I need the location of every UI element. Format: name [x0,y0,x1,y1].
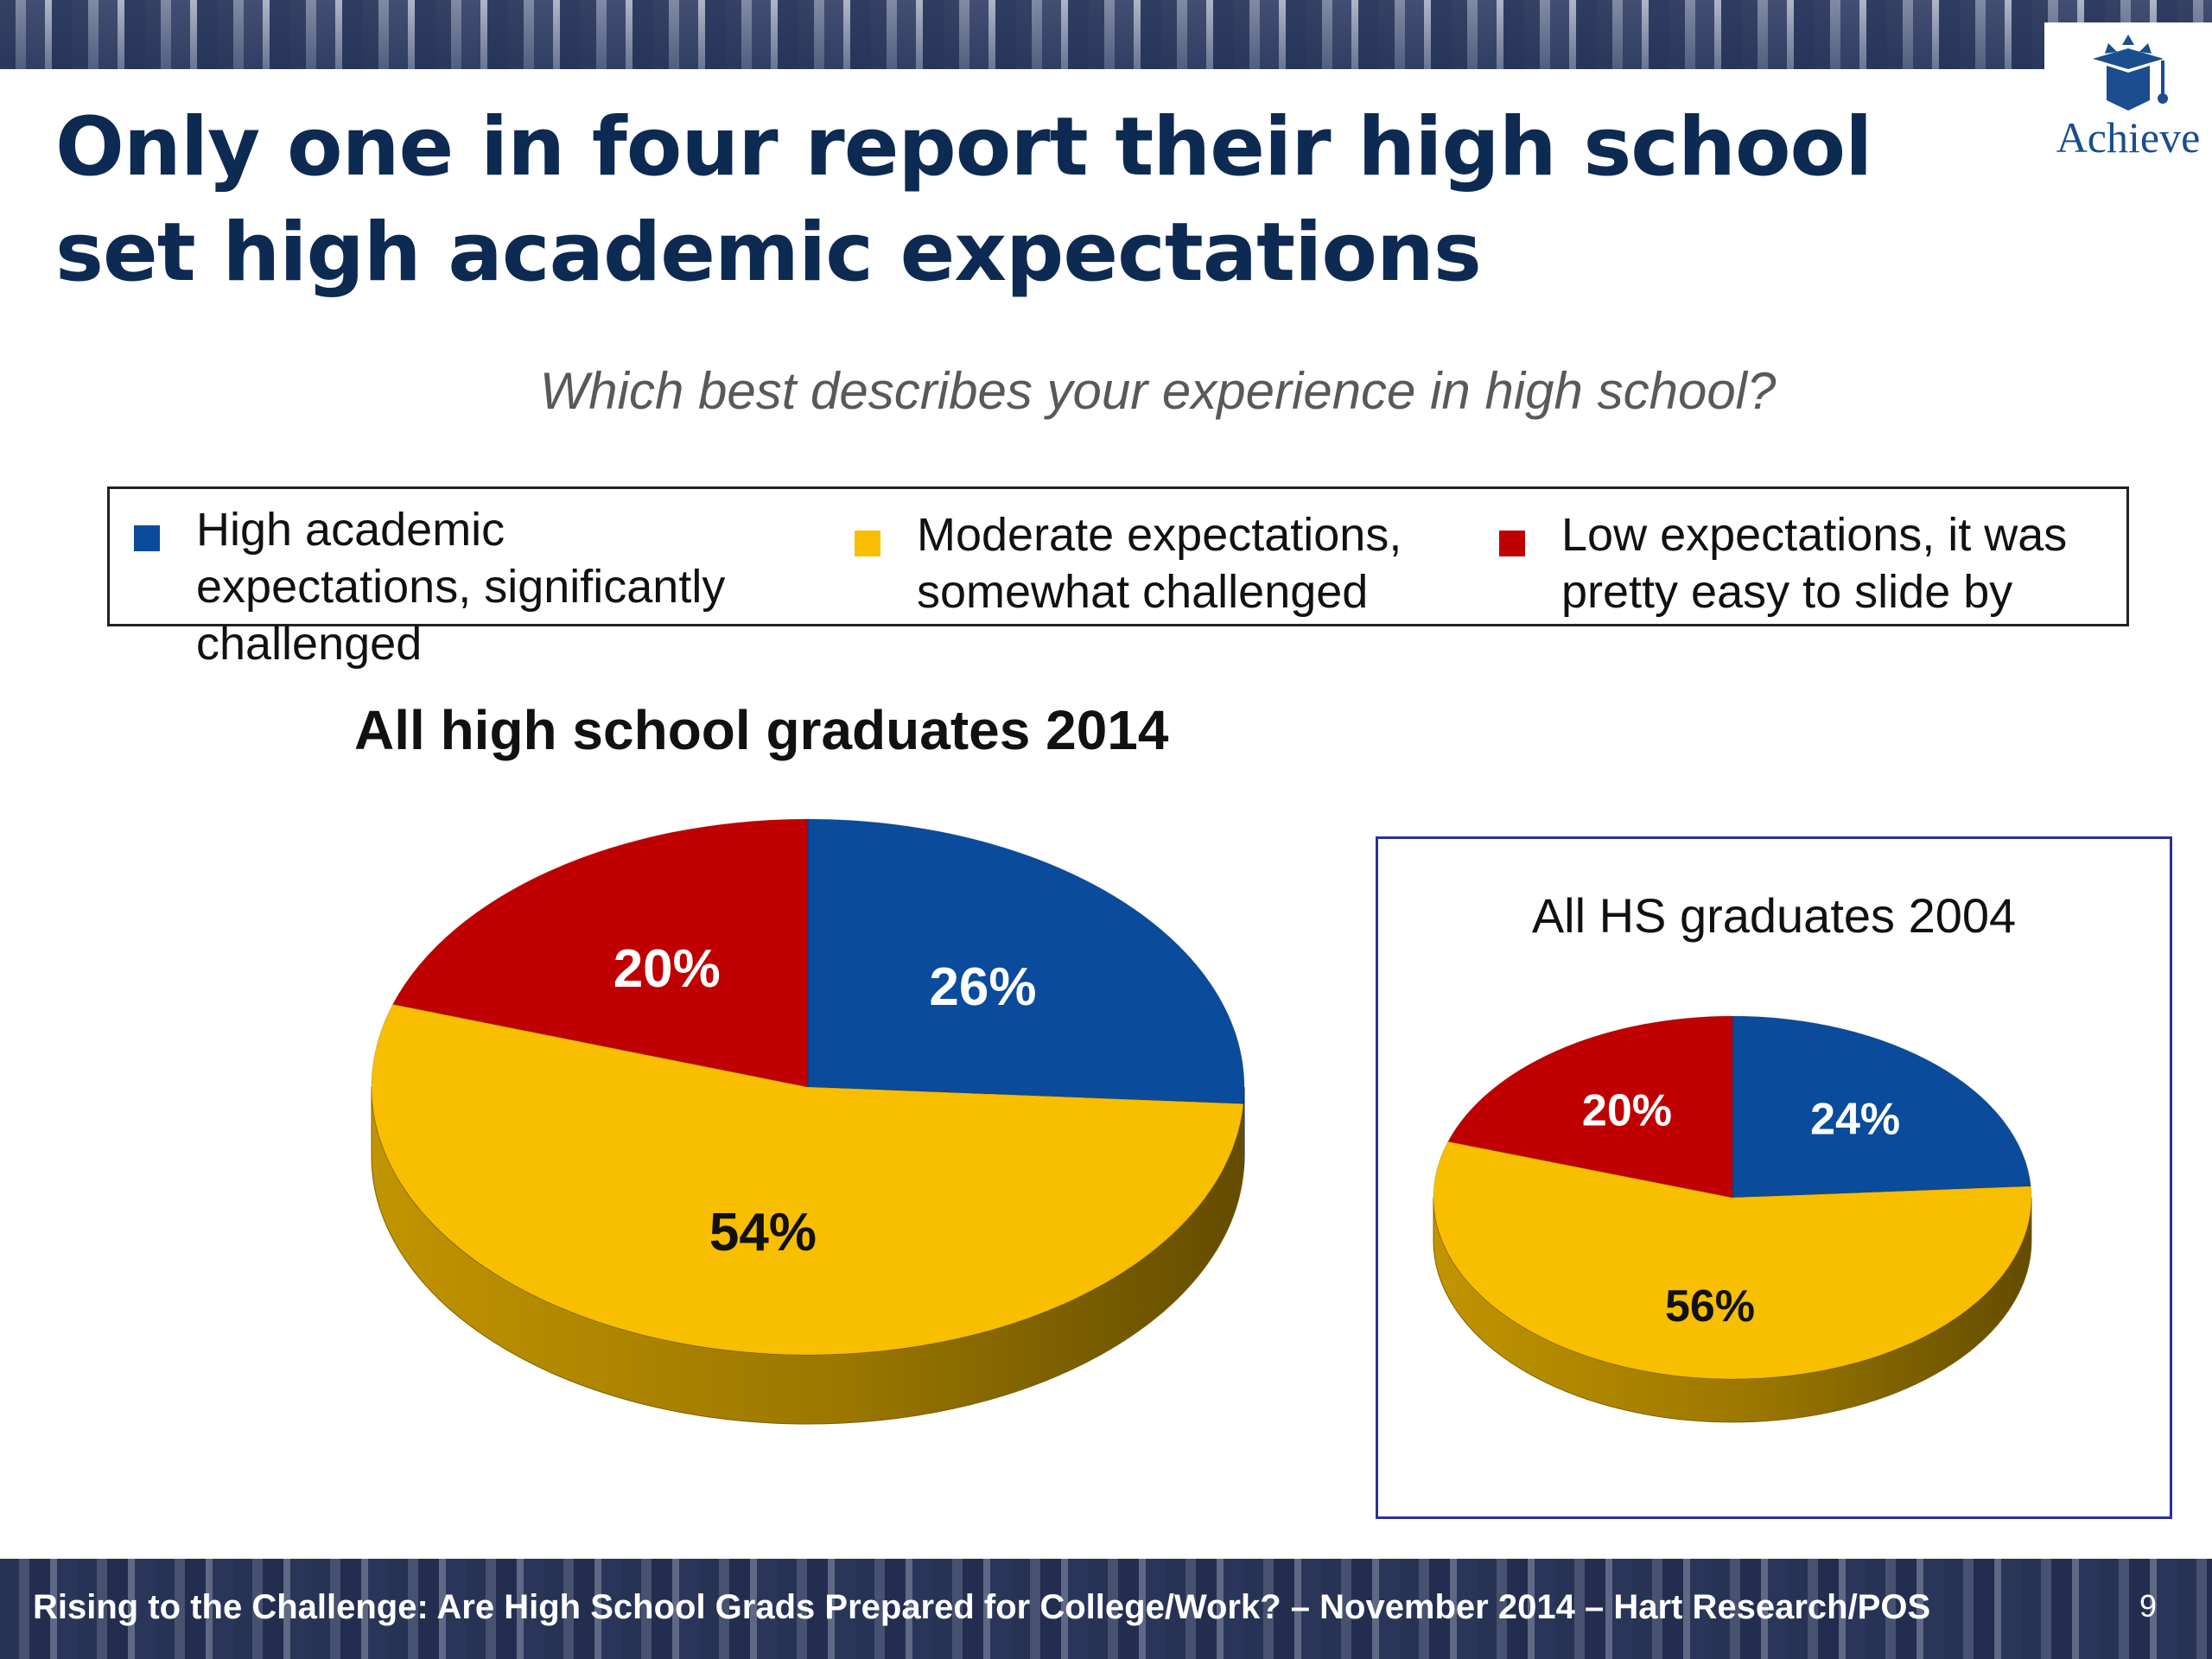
footer-photo-overlay [0,1559,2212,1659]
achieve-logo: Achieve [2044,22,2212,169]
footer-photo-banner [0,1559,2212,1659]
pie-data-label: 20% [1582,1085,1672,1135]
pie-slice [807,818,1245,1104]
survey-question: Which best describes your experience in … [539,362,1777,420]
pie-slice [1447,1015,1733,1198]
legend-label-low: Low expectations, it was pretty easy to … [1561,509,2068,618]
pie-data-label: 54% [709,1203,817,1262]
chart-legend: High academic expectations, significantl… [107,486,2129,670]
pie-slice [1732,1015,2031,1198]
graduation-cap-icon [2093,35,2168,111]
pie-slice [371,1003,1244,1356]
legend-swatch-low [1499,531,1525,556]
pie-slice [391,818,809,1088]
pie-data-label: 56% [1665,1281,1755,1332]
pie-slice [1433,1141,2032,1380]
legend-swatch-moderate [855,531,880,556]
page-title: Only one in four report their high schoo… [55,100,1872,300]
footer-source-text: Rising to the Challenge: Are High School… [33,1588,1931,1626]
pie-data-label: 26% [929,957,1036,1017]
pie-data-label: 24% [1810,1094,1900,1144]
chart-title-2014: All high school graduates 2014 [354,699,1169,761]
chart-title-2004: All HS graduates 2004 [1531,888,2017,943]
legend-label-moderate: Moderate expectations, somewhat challeng… [917,509,1402,618]
page-number: 9 [2139,1588,2158,1624]
legend-label-high: High academic expectations, significantl… [196,504,726,670]
pie-chart-2004: 24% 56% 20% [1433,1015,2032,1423]
pie-data-label: 20% [613,939,721,999]
pie-chart-2014: 26% 54% 20% [371,818,1245,1425]
legend-swatch-high [134,525,160,551]
inset-chart-panel: All HS graduates 2004 24% 56% 20% [1376,836,2172,1519]
logo-wordmark: Achieve [2056,113,2201,162]
header-photo-overlay [0,0,2212,69]
